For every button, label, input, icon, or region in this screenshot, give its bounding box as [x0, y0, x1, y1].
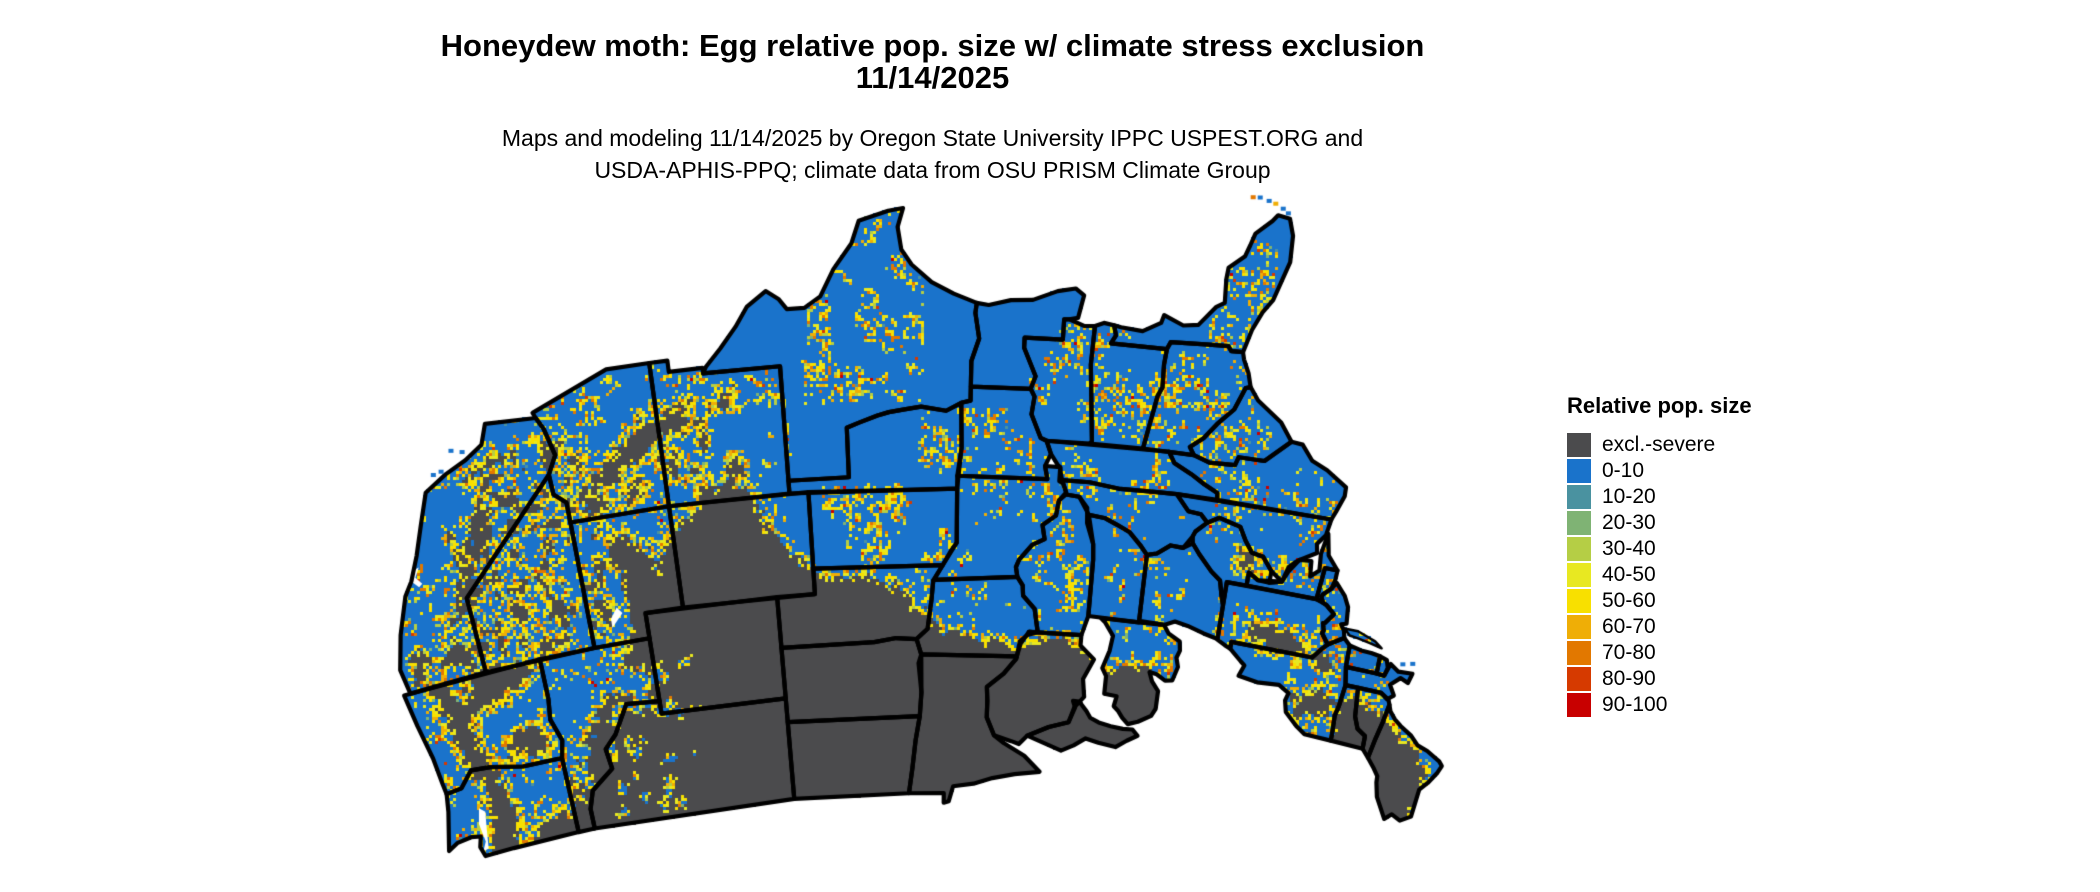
page-title: Honeydew moth: Egg relative pop. size w/…	[235, 30, 1630, 94]
legend-swatch	[1567, 433, 1591, 457]
legend-swatch	[1567, 485, 1591, 509]
legend-item: 70-80	[1567, 640, 1752, 666]
legend-item: 60-70	[1567, 614, 1752, 640]
legend-item: excl.-severe	[1567, 432, 1752, 458]
legend-items: excl.-severe 0-10 10-20 20-30 30-40 40-50 50-6…	[1567, 432, 1752, 718]
legend-item: 10-20	[1567, 484, 1752, 510]
legend-swatch	[1567, 667, 1591, 691]
legend-swatch	[1567, 537, 1591, 561]
legend-item: 40-50	[1567, 562, 1752, 588]
legend-swatch	[1567, 511, 1591, 535]
legend-item: 30-40	[1567, 536, 1752, 562]
legend-item-label: 60-70	[1602, 615, 1656, 638]
legend-item-label: excl.-severe	[1602, 433, 1716, 456]
legend-item-label: 80-90	[1602, 667, 1656, 690]
legend-swatch	[1567, 589, 1591, 613]
legend-title: Relative pop. size	[1567, 393, 1752, 418]
legend-item-label: 90-100	[1602, 693, 1668, 716]
legend-swatch	[1567, 615, 1591, 639]
subtitle-line1: Maps and modeling 11/14/2025 by Oregon S…	[501, 125, 1364, 151]
legend-item-label: 20-30	[1602, 511, 1656, 534]
legend-item: 20-30	[1567, 510, 1752, 536]
legend-item: 0-10	[1567, 458, 1752, 484]
subtitle-line2: USDA-APHIS-PPQ; climate data from OSU PR…	[594, 157, 1271, 183]
legend-swatch	[1567, 563, 1591, 587]
subtitle: Maps and modeling 11/14/2025 by Oregon S…	[235, 122, 1630, 186]
legend-item: 50-60	[1567, 588, 1752, 614]
legend-swatch	[1567, 693, 1591, 717]
legend-swatch	[1567, 459, 1591, 483]
title-line2: 11/14/2025	[855, 60, 1010, 95]
legend-item-label: 0-10	[1602, 459, 1645, 482]
legend-item: 80-90	[1567, 666, 1752, 692]
legend-item-label: 30-40	[1602, 537, 1656, 560]
legend-swatch	[1567, 641, 1591, 665]
legend-item-label: 50-60	[1602, 589, 1656, 612]
legend-item-label: 10-20	[1602, 485, 1656, 508]
legend-item-label: 70-80	[1602, 641, 1656, 664]
legend: Relative pop. size excl.-severe 0-10 10-20…	[1567, 393, 1752, 718]
legend-item-label: 40-50	[1602, 563, 1656, 586]
legend-item: 90-100	[1567, 692, 1752, 718]
title-line1: Honeydew moth: Egg relative pop. size w/…	[440, 28, 1425, 63]
